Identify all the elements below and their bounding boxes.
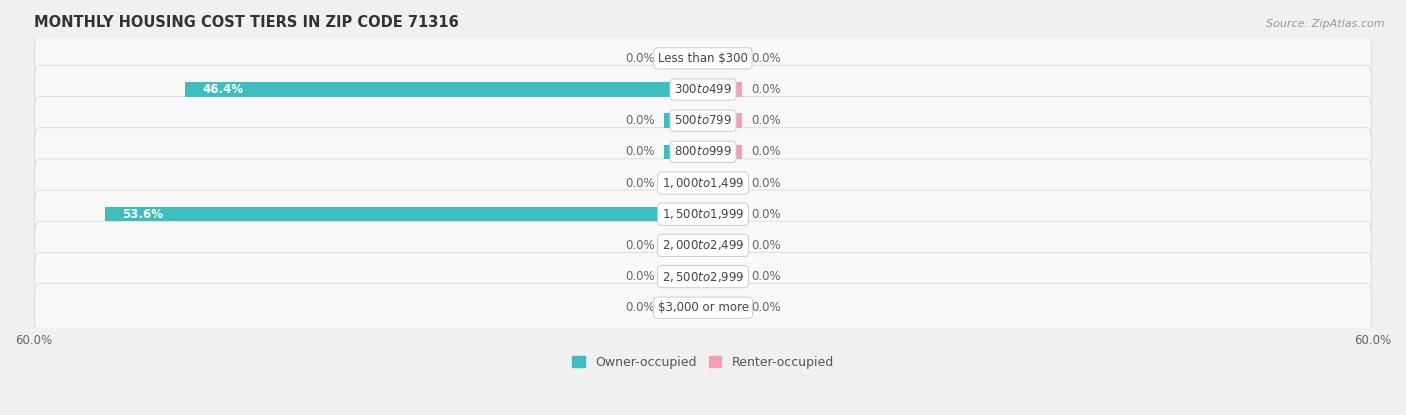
Text: $500 to $799: $500 to $799 (673, 114, 733, 127)
Text: 0.0%: 0.0% (751, 52, 780, 65)
Text: 0.0%: 0.0% (751, 239, 780, 252)
FancyBboxPatch shape (35, 190, 1371, 238)
Text: 0.0%: 0.0% (751, 270, 780, 283)
Text: 0.0%: 0.0% (626, 176, 655, 190)
Text: 0.0%: 0.0% (751, 83, 780, 96)
Bar (703, 207, 742, 222)
Text: $1,000 to $1,499: $1,000 to $1,499 (662, 176, 744, 190)
FancyBboxPatch shape (35, 252, 1371, 301)
Bar (664, 176, 703, 190)
Bar (703, 176, 742, 190)
Text: 0.0%: 0.0% (751, 208, 780, 221)
FancyBboxPatch shape (35, 34, 1371, 83)
FancyBboxPatch shape (35, 66, 1371, 114)
Text: MONTHLY HOUSING COST TIERS IN ZIP CODE 71316: MONTHLY HOUSING COST TIERS IN ZIP CODE 7… (34, 15, 458, 30)
FancyBboxPatch shape (35, 97, 1371, 145)
Text: 0.0%: 0.0% (626, 145, 655, 159)
Bar (664, 300, 703, 315)
Text: Source: ZipAtlas.com: Source: ZipAtlas.com (1267, 19, 1385, 29)
Bar (703, 269, 742, 284)
Legend: Owner-occupied, Renter-occupied: Owner-occupied, Renter-occupied (568, 351, 838, 374)
Text: 0.0%: 0.0% (751, 176, 780, 190)
Text: $1,500 to $1,999: $1,500 to $1,999 (662, 207, 744, 221)
Bar (664, 238, 703, 253)
Text: 0.0%: 0.0% (626, 301, 655, 314)
Text: Less than $300: Less than $300 (658, 52, 748, 65)
Bar (703, 238, 742, 253)
Bar (703, 113, 742, 128)
Text: 53.6%: 53.6% (122, 208, 163, 221)
Text: 0.0%: 0.0% (626, 52, 655, 65)
Text: 0.0%: 0.0% (751, 301, 780, 314)
Text: 0.0%: 0.0% (626, 114, 655, 127)
Bar (703, 51, 742, 66)
Bar (664, 113, 703, 128)
Text: $2,500 to $2,999: $2,500 to $2,999 (662, 270, 744, 283)
Bar (664, 145, 703, 159)
Text: $3,000 or more: $3,000 or more (658, 301, 748, 314)
Bar (703, 300, 742, 315)
Text: 0.0%: 0.0% (751, 145, 780, 159)
FancyBboxPatch shape (35, 221, 1371, 269)
Text: 0.0%: 0.0% (626, 239, 655, 252)
Bar (703, 145, 742, 159)
Bar (105, 207, 703, 222)
Text: 0.0%: 0.0% (751, 114, 780, 127)
Bar (664, 51, 703, 66)
Text: $800 to $999: $800 to $999 (673, 145, 733, 159)
FancyBboxPatch shape (35, 159, 1371, 207)
Text: 46.4%: 46.4% (202, 83, 243, 96)
Bar (664, 269, 703, 284)
Bar (703, 82, 742, 97)
Text: $2,000 to $2,499: $2,000 to $2,499 (662, 238, 744, 252)
Text: $300 to $499: $300 to $499 (673, 83, 733, 96)
FancyBboxPatch shape (35, 283, 1371, 332)
FancyBboxPatch shape (35, 128, 1371, 176)
Bar (186, 82, 703, 97)
Text: 0.0%: 0.0% (626, 270, 655, 283)
